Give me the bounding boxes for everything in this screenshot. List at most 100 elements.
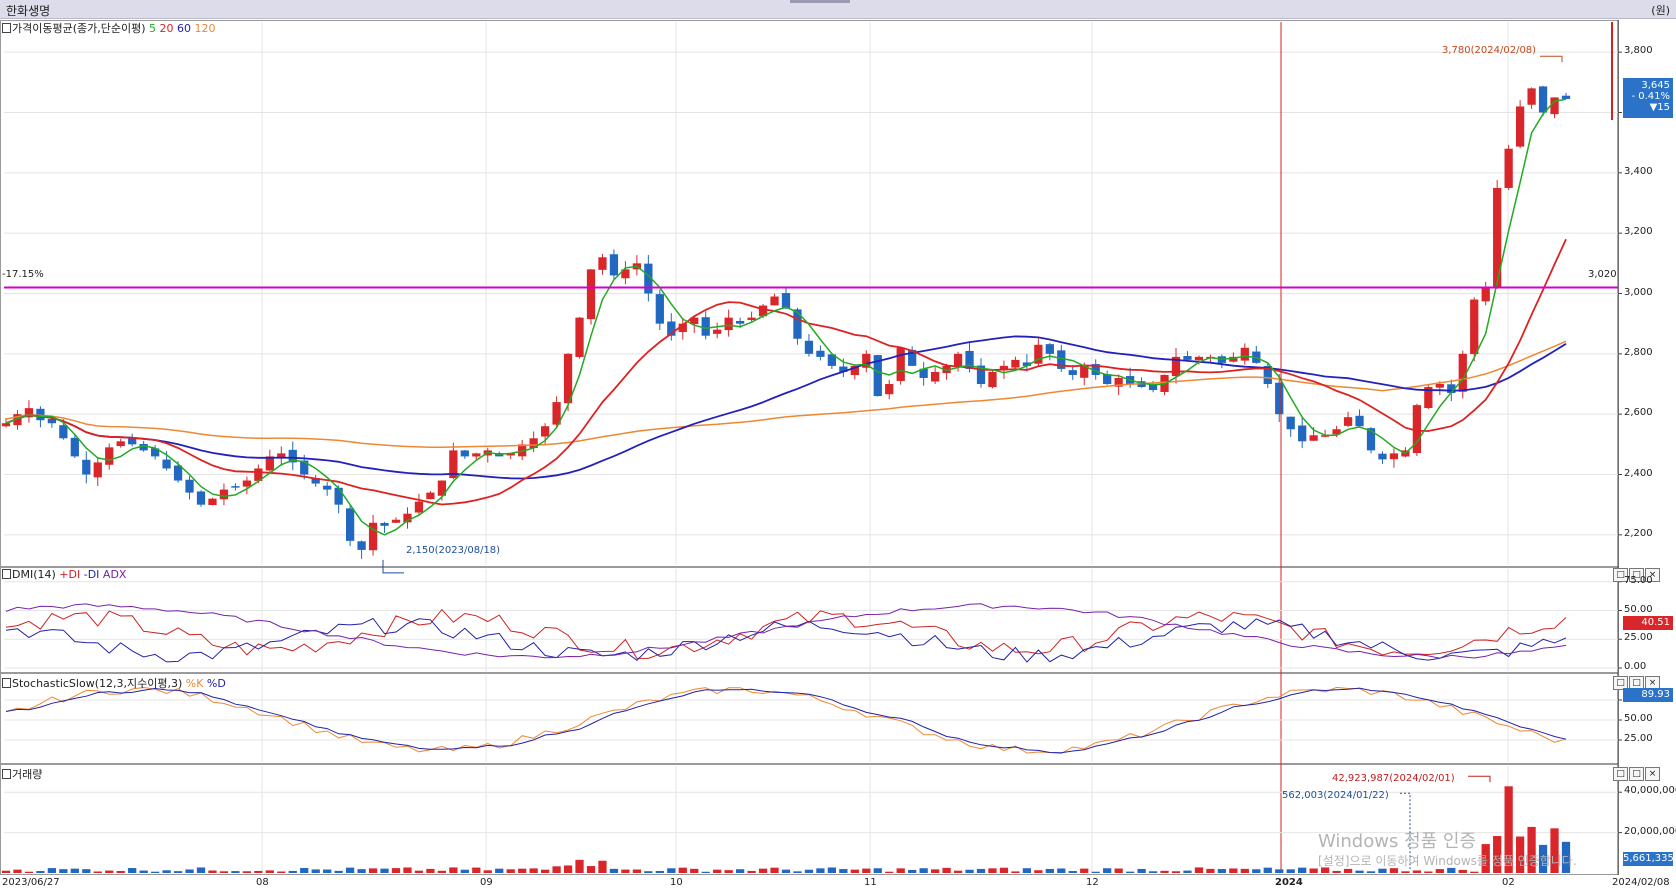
volume-bar: [621, 869, 630, 873]
candle: [701, 317, 710, 336]
stoch-tick-label: 50.00: [1624, 713, 1653, 724]
x-tick-label: 2024/02/08: [1612, 877, 1670, 888]
candle: [1435, 384, 1444, 388]
volume-bar: [162, 870, 171, 873]
volume-bar: [678, 867, 687, 873]
volume-bar: [1298, 867, 1307, 873]
pane-close-button[interactable]: ×: [1645, 767, 1660, 781]
candle: [403, 513, 412, 523]
volume-bar: [1148, 871, 1158, 873]
resize-grip[interactable]: [790, 0, 850, 3]
volume-bar: [850, 869, 859, 873]
volume-bar: [495, 868, 504, 873]
candle: [1068, 370, 1077, 375]
candle: [334, 487, 343, 505]
current-change: ▼15: [1649, 102, 1670, 113]
volume-bar: [277, 871, 286, 873]
volume-bar: [1378, 868, 1387, 873]
volume-bar: [70, 868, 79, 873]
x-tick-label: 2024: [1275, 877, 1303, 888]
ma-legend: 5 20 60 120: [149, 22, 216, 35]
candle: [919, 368, 928, 378]
volume-bar: [1527, 826, 1536, 873]
x-tick-label: 12: [1086, 877, 1099, 888]
volume-bar: [1343, 868, 1353, 873]
volume-bar: [1057, 868, 1066, 873]
volume-bar: [105, 870, 114, 873]
volume-bar: [644, 871, 653, 873]
current-price: 3,645: [1641, 80, 1670, 91]
pane-close-button[interactable]: ×: [1645, 568, 1660, 582]
volume-bar: [1263, 867, 1272, 873]
x-tick-label: 08: [256, 877, 269, 888]
candle: [1550, 97, 1559, 115]
pane-restore-button[interactable]: □: [1629, 568, 1644, 582]
candle: [1309, 435, 1318, 441]
candle: [1447, 384, 1456, 394]
candle: [59, 425, 68, 439]
volume-bar: [609, 868, 619, 873]
volume-bar: [219, 871, 229, 873]
stochastic-current-value: 89.93: [1623, 688, 1673, 702]
volume-tick-label: 20,000,000: [1624, 825, 1676, 837]
dmi-tick-label: 50.00: [1624, 603, 1653, 615]
volume-bar: [13, 869, 22, 873]
candle: [1538, 86, 1548, 113]
candle: [185, 479, 194, 493]
stoch-d-line: [5, 687, 1567, 754]
pane-restore-button[interactable]: □: [1629, 767, 1644, 781]
volume-bar: [1481, 844, 1490, 873]
candle: [1263, 365, 1272, 384]
pane-toggle-icon[interactable]: [2, 678, 11, 688]
ma-legend-2: 60: [173, 22, 192, 35]
candle: [311, 478, 320, 484]
x-tick-label: 2023/06/27: [2, 877, 60, 888]
title-bar: 한화생명 (원): [0, 0, 1676, 19]
volume-bar: [575, 859, 584, 873]
candle: [82, 459, 91, 475]
candle: [713, 329, 722, 334]
pane-maximize-button[interactable]: □: [1613, 568, 1628, 582]
volume-bar: [1114, 868, 1123, 873]
candle: [391, 519, 401, 523]
pane-maximize-button[interactable]: □: [1613, 676, 1628, 690]
pane-toggle-icon[interactable]: [2, 769, 11, 779]
x-tick-label: 09: [480, 877, 493, 888]
volume-bar: [518, 868, 527, 873]
candle: [563, 353, 573, 404]
stochastic-pane-frame: [0, 673, 1619, 764]
candle: [231, 486, 240, 488]
volume-bar: [1240, 868, 1249, 873]
volume-bar: [437, 870, 447, 873]
dmi-pane-label: DMI(14) +DI -DI ADX: [2, 568, 126, 581]
stoch-legend-1: %D: [203, 677, 226, 690]
candle: [724, 317, 733, 331]
volume-bar: [345, 867, 355, 873]
candle: [609, 254, 619, 276]
volume-bar: [1493, 836, 1502, 873]
volume-bar: [655, 870, 664, 873]
candle: [965, 350, 974, 369]
candle: [449, 450, 458, 479]
dmi-tick-label: 75.00: [1624, 574, 1653, 586]
candle: [644, 263, 653, 294]
pane-maximize-button[interactable]: □: [1613, 767, 1628, 781]
candle: [529, 438, 538, 449]
volume-bar: [724, 870, 733, 873]
candle: [850, 365, 859, 376]
volume-bar: [231, 871, 240, 873]
pane-toggle-icon[interactable]: [2, 569, 11, 579]
price-pane-label: 가격이동평균(종가,단순이평) 5 20 60 120: [2, 20, 216, 36]
candle: [667, 321, 676, 336]
candle: [70, 437, 79, 457]
pane-close-button[interactable]: ×: [1645, 676, 1660, 690]
volume-bar: [552, 866, 561, 873]
price-unit-label: (원): [1651, 4, 1670, 17]
candle: [976, 365, 986, 384]
volume-bar: [1252, 869, 1261, 873]
volume-bar: [1171, 871, 1181, 873]
pane-toggle-icon[interactable]: [2, 23, 11, 33]
candle: [735, 321, 745, 324]
volume-bar: [1194, 867, 1204, 873]
